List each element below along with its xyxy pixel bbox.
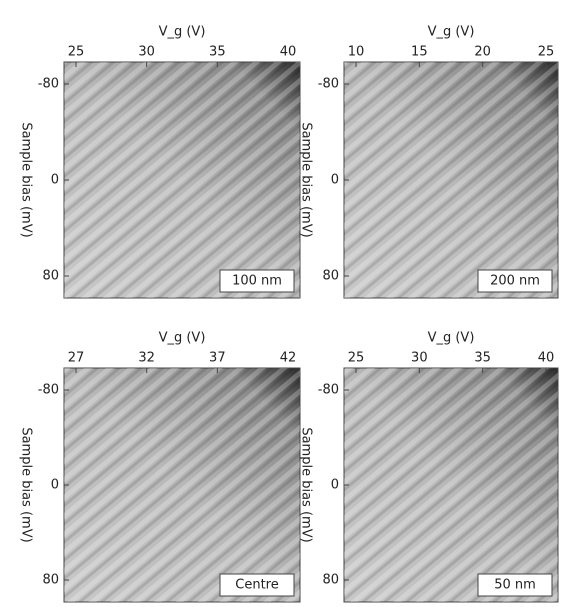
- y-axis-label: Sample bias (mV): [299, 122, 314, 237]
- y-tick-label: -80: [38, 77, 59, 92]
- x-tick-label: 25: [68, 45, 85, 60]
- x-tick-label: 32: [138, 351, 155, 366]
- x-tick-label: 27: [68, 351, 85, 366]
- y-axis-label: Sample bias (mV): [19, 427, 34, 542]
- x-axis-label: V_g (V): [159, 331, 206, 346]
- panel-texture: [344, 368, 558, 602]
- panel-label: Centre: [235, 578, 278, 593]
- x-tick-label: 40: [280, 45, 297, 60]
- y-tick-label: 80: [322, 573, 339, 588]
- y-tick-label: 0: [331, 478, 339, 493]
- x-tick-label: 35: [209, 45, 226, 60]
- panel-texture: [344, 62, 558, 298]
- x-axis-label: V_g (V): [428, 331, 475, 346]
- y-tick-label: -80: [318, 383, 339, 398]
- x-tick-label: 42: [280, 351, 297, 366]
- x-tick-label: 37: [209, 351, 226, 366]
- panel-label-box: [477, 573, 553, 597]
- y-tick-label: 80: [42, 573, 59, 588]
- y-axis-label: Sample bias (mV): [19, 122, 34, 237]
- x-tick-label: 10: [348, 45, 365, 60]
- y-tick-label: 0: [331, 173, 339, 188]
- x-tick-label: 30: [138, 45, 155, 60]
- x-axis-label: V_g (V): [159, 25, 206, 40]
- y-tick-label: 80: [322, 269, 339, 284]
- x-tick-label: 20: [474, 45, 491, 60]
- panel-texture: [64, 62, 300, 298]
- x-tick-label: 35: [474, 351, 491, 366]
- panel-label: 50 nm: [494, 578, 536, 593]
- x-tick-label: 25: [348, 351, 365, 366]
- x-axis-label: V_g (V): [428, 25, 475, 40]
- panel-label-box: [477, 269, 553, 293]
- y-tick-label: 80: [42, 269, 59, 284]
- panel-texture: [64, 368, 300, 602]
- x-tick-label: 15: [411, 45, 428, 60]
- x-tick-label: 25: [538, 45, 555, 60]
- panel-label: 200 nm: [490, 274, 540, 289]
- y-tick-label: -80: [38, 383, 59, 398]
- y-tick-label: 0: [51, 478, 59, 493]
- x-tick-label: 30: [411, 351, 428, 366]
- x-tick-label: 40: [538, 351, 555, 366]
- panel-label-box: [219, 269, 295, 293]
- panel-label: 100 nm: [232, 274, 282, 289]
- y-tick-label: 0: [51, 173, 59, 188]
- panel-label-box: [219, 573, 295, 597]
- y-axis-label: Sample bias (mV): [299, 427, 314, 542]
- y-tick-label: -80: [318, 77, 339, 92]
